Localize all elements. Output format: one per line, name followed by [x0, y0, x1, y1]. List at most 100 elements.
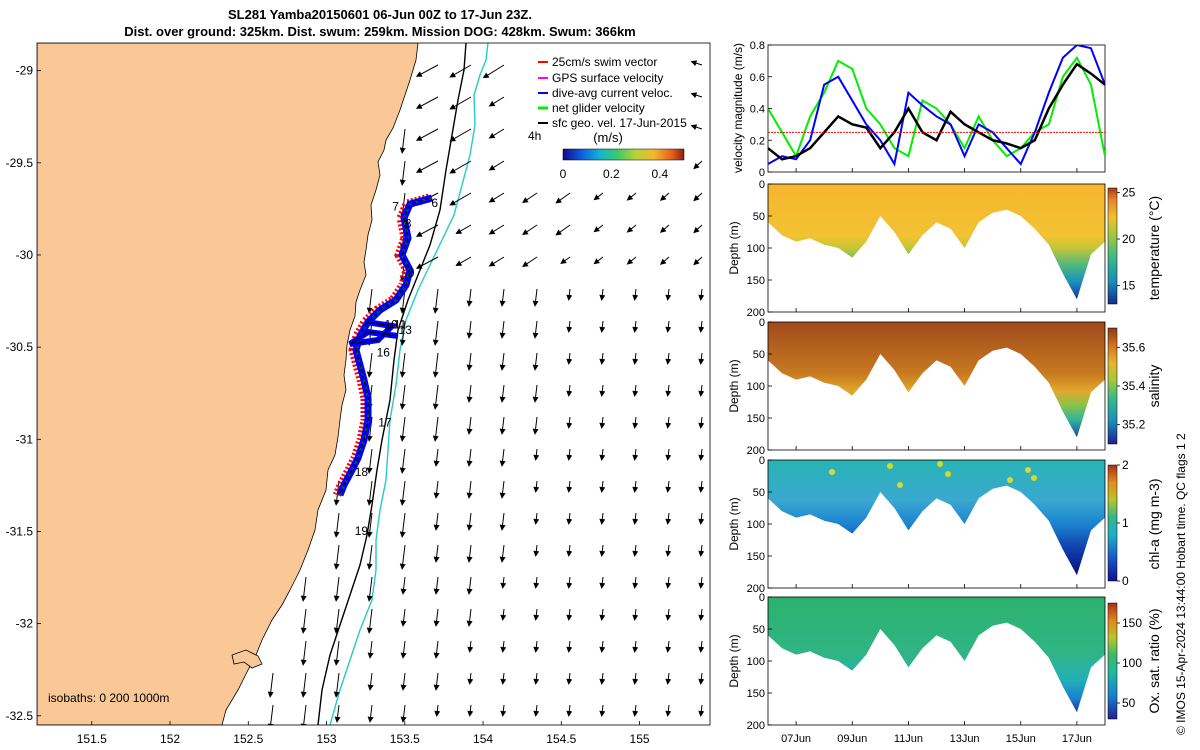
depth-tick-label: 200 — [747, 307, 765, 319]
depth-tick-label: 0 — [759, 179, 765, 191]
geo-velocity-arrow — [433, 480, 440, 499]
geo-velocity-arrow — [449, 192, 472, 206]
colorbar-tick-label: 25 — [1122, 186, 1136, 200]
geo-velocity-arrow — [566, 416, 573, 429]
geo-velocity-arrow — [333, 672, 340, 698]
geo-velocity-arrow — [522, 256, 538, 267]
geo-velocity-arrow — [488, 192, 505, 203]
geo-velocity-arrow — [399, 128, 406, 154]
geo-velocity-arrow — [488, 160, 505, 171]
geo-velocity-arrow — [533, 576, 540, 589]
map-x-ticks: 151.5 152 152.5 153 153.5 154 154.5 155 — [77, 721, 650, 746]
geo-velocity-arrow — [366, 352, 373, 378]
geo-velocity-arrow — [566, 288, 573, 301]
geo-velocity-arrow — [698, 480, 705, 493]
chla-high-spot — [897, 482, 903, 488]
legend-label-geo: sfc geo. vel. 17-Jun-2015 — [552, 116, 687, 130]
map-y-tick-label: -32 — [16, 617, 34, 631]
chla-high-spot — [937, 461, 943, 467]
geo-velocity-arrow — [665, 288, 672, 301]
geo-velocity-arrow — [400, 576, 407, 595]
geo-velocity-arrow — [300, 576, 307, 602]
geo-velocity-arrow — [599, 288, 606, 301]
geo-velocity-arrow — [267, 672, 274, 698]
isobaths-label: isobaths: 0 200 1000m — [48, 691, 169, 705]
colorbar-tick-label: 150 — [1122, 616, 1142, 630]
geo-velocity-arrow — [366, 416, 373, 442]
geo-velocity-arrow — [432, 320, 439, 346]
map-y-ticks: -29 -29.5 -30 -30.5 -31 -31.5 -32 -32.5 — [6, 64, 41, 723]
geo-velocity-arrow — [599, 480, 606, 493]
geo-velocity-arrow — [499, 544, 506, 563]
salinity-cblabel: salinity — [1146, 365, 1162, 408]
salinity-section — [768, 322, 1105, 438]
geo-velocity-arrow — [698, 384, 705, 397]
geo-velocity-arrow — [399, 480, 406, 506]
geo-velocity-arrow — [499, 416, 506, 435]
map-x-tick-label: 155 — [630, 732, 650, 746]
geo-velocity-arrow — [399, 416, 406, 442]
geo-velocity-arrow — [599, 704, 606, 717]
chla-colorbar — [1107, 464, 1118, 582]
geo-velocity-arrow — [455, 256, 472, 266]
oxygen-section — [768, 597, 1105, 713]
oxygen-panel: 0 50 100 150 200 50 100 150 Depth (m) Ox. sat. … — [727, 592, 1162, 732]
depth-tick-label: 0 — [759, 455, 765, 467]
salinity-colorbar — [1107, 327, 1118, 445]
depth-tick-label: 100 — [747, 381, 765, 393]
geo-velocity-arrow — [432, 416, 439, 442]
colorbar-tick-label: 50 — [1122, 696, 1136, 710]
geo-velocity-arrow — [488, 128, 505, 139]
geo-velocity-arrow — [665, 704, 672, 717]
geo-velocity-arrow — [566, 608, 573, 621]
geo-velocity-arrow — [665, 448, 672, 461]
geo-velocity-arrow — [400, 704, 407, 723]
geo-velocity-arrow — [333, 608, 340, 634]
geostrophic-vector-field — [267, 60, 705, 725]
geo-velocity-arrow — [449, 64, 472, 78]
chla-section — [768, 460, 1105, 576]
geo-velocity-arrow — [449, 160, 472, 174]
time-tick-label: 09Jun — [837, 733, 867, 745]
geo-velocity-arrow — [333, 640, 340, 666]
map-y-tick-label: -31 — [16, 432, 34, 446]
geo-velocity-arrow — [665, 480, 672, 493]
geo-velocity-arrow — [593, 256, 604, 265]
map-colorbar-tick-label: 0.2 — [603, 167, 620, 181]
day-label: 13 — [399, 323, 413, 337]
geo-velocity-arrow — [693, 224, 703, 234]
velocity-ylabel: velocity magnitude (m/s) — [731, 43, 745, 173]
geo-velocity-arrow — [488, 224, 505, 235]
geo-velocity-arrow — [698, 416, 705, 429]
geo-velocity-arrow — [466, 384, 473, 403]
depth-tick-label: 150 — [747, 413, 765, 425]
geo-velocity-arrow — [400, 640, 407, 659]
geo-velocity-arrow — [632, 672, 639, 685]
glider-track — [332, 193, 433, 497]
geo-velocity-arrow — [399, 512, 406, 538]
velocity-series-line — [768, 62, 1105, 161]
geo-velocity-arrow — [466, 576, 473, 595]
chla-high-spot — [1031, 475, 1037, 481]
geo-velocity-arrow — [500, 704, 507, 717]
geo-velocity-arrow — [693, 256, 703, 266]
geo-velocity-arrow — [632, 416, 639, 429]
geo-velocity-arrow — [366, 480, 373, 506]
geo-velocity-arrow — [433, 512, 440, 531]
geo-velocity-arrow — [632, 576, 639, 589]
day-label: 9 — [408, 266, 415, 280]
geo-velocity-arrow — [522, 224, 538, 235]
velocity-y-ticks: 0 0.2 0.4 0.6 0.8 — [750, 40, 772, 179]
geo-velocity-arrow — [433, 448, 440, 467]
map-frame — [36, 42, 711, 726]
depth-tick-label: 50 — [753, 211, 765, 223]
geo-velocity-arrow — [698, 576, 705, 589]
geo-velocity-arrow — [566, 672, 573, 685]
chla-high-spot — [887, 463, 893, 469]
geo-velocity-arrow — [632, 448, 639, 461]
geo-velocity-arrow — [560, 256, 571, 264]
chla-high-spot — [945, 471, 951, 477]
geo-velocity-arrow — [533, 448, 540, 461]
geo-velocity-arrow — [532, 384, 539, 403]
time-tick-label: 15Jun — [1006, 733, 1036, 745]
